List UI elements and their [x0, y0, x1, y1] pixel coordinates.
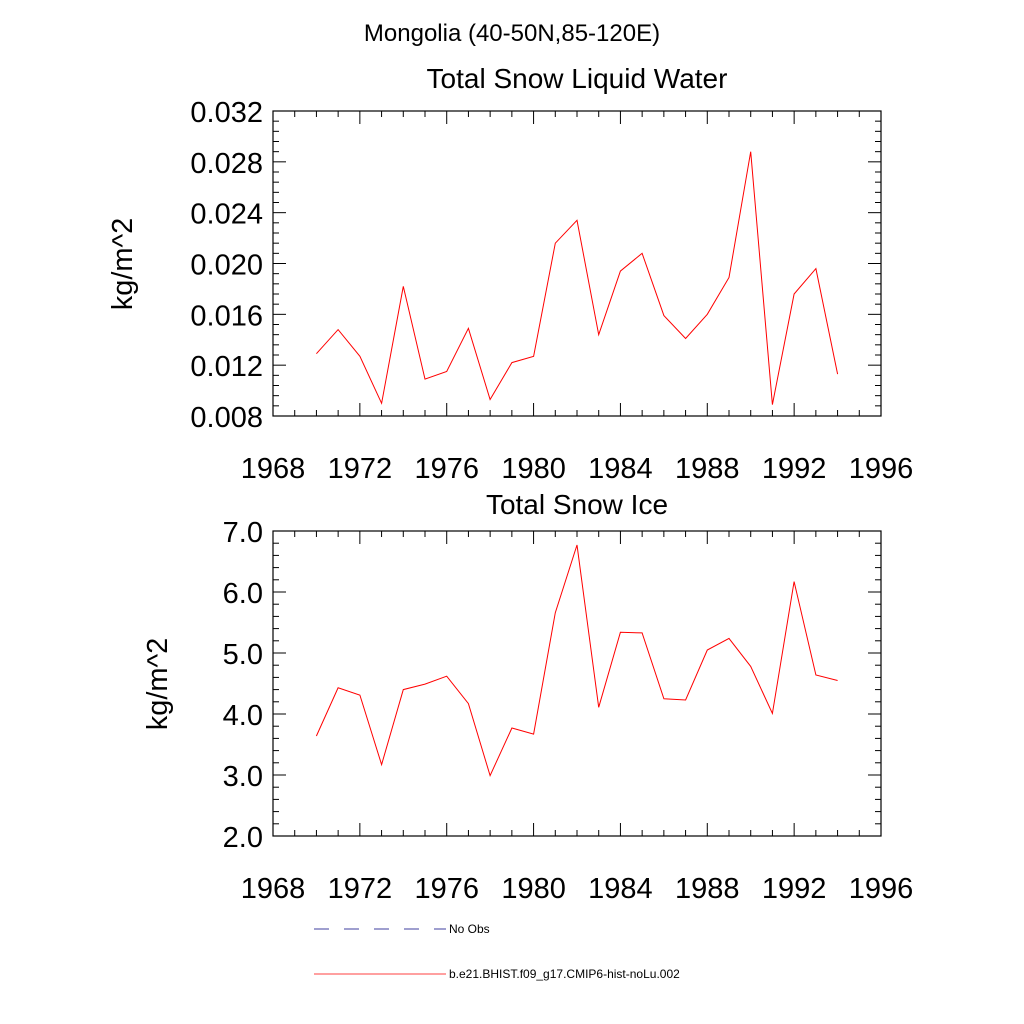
chart-title: Total Snow Ice: [486, 489, 668, 520]
chart-panel-snow-ice: Total Snow Ice kg/m^2 1968 1972 1976 1980 19…: [142, 489, 913, 905]
axis-ticks: [272, 530, 882, 837]
x-tick-label: 1976: [414, 873, 479, 905]
y-tick-label: 0.008: [190, 402, 263, 434]
plot-frame: [272, 110, 882, 417]
y-tick-label: 4.0: [223, 700, 263, 732]
x-tick-label: 1968: [241, 453, 306, 485]
figure-title: Mongolia (40-50N,85-120E): [364, 20, 660, 47]
x-tick-label: 1996: [849, 453, 914, 485]
x-tick-label: 1976: [414, 453, 479, 485]
y-tick-label: 3.0: [223, 761, 263, 793]
y-tick-label: 0.024: [190, 199, 263, 231]
series-line: [316, 151, 839, 405]
y-tick-label: 0.028: [190, 148, 263, 180]
axis-ticks: [272, 110, 882, 417]
x-tick-label: 1984: [588, 873, 653, 905]
legend-label-no-obs: No Obs: [449, 922, 490, 936]
x-tick-label: 1988: [675, 453, 740, 485]
y-tick-label: 2.0: [223, 822, 263, 854]
y-tick-label: 0.032: [190, 97, 263, 129]
y-axis-label: kg/m^2: [107, 218, 139, 311]
y-tick-label: 5.0: [223, 639, 263, 671]
x-tick-label: 1972: [328, 873, 393, 905]
x-tick-label: 1996: [849, 873, 914, 905]
y-tick-label: 0.012: [190, 351, 263, 383]
x-tick-label: 1984: [588, 453, 653, 485]
legend-label-model: b.e21.BHIST.f09_g17.CMIP6-hist-noLu.002: [449, 967, 680, 981]
chart-title: Total Snow Liquid Water: [427, 63, 728, 94]
x-tick-label: 1980: [501, 453, 566, 485]
tick-labels: 1968 1972 1976 1980 1984 1988 1992 1996 0.008 0.0…: [190, 97, 913, 485]
x-tick-label: 1972: [328, 453, 393, 485]
chart-panel-liquid-water: Total Snow Liquid Water kg/m^2 1968 1972 1…: [107, 63, 913, 485]
y-axis-label: kg/m^2: [142, 638, 174, 731]
y-tick-label: 0.016: [190, 300, 263, 332]
y-tick-label: 7.0: [223, 517, 263, 549]
y-tick-label: 6.0: [223, 578, 263, 610]
plot-frame: [272, 530, 882, 837]
x-tick-label: 1992: [762, 453, 827, 485]
y-tick-label: 0.020: [190, 250, 263, 282]
legend: No Obs b.e21.BHIST.f09_g17.CMIP6-hist-no…: [314, 922, 680, 981]
x-tick-label: 1988: [675, 873, 740, 905]
x-tick-label: 1968: [241, 873, 306, 905]
tick-labels: 1968 1972 1976 1980 1984 1988 1992 1996 2.0 3.0 4.…: [223, 517, 914, 905]
series-group: [316, 151, 839, 405]
series-line: [315, 544, 838, 778]
x-tick-label: 1992: [762, 873, 827, 905]
x-tick-label: 1980: [501, 873, 566, 905]
series-group: [315, 544, 838, 778]
